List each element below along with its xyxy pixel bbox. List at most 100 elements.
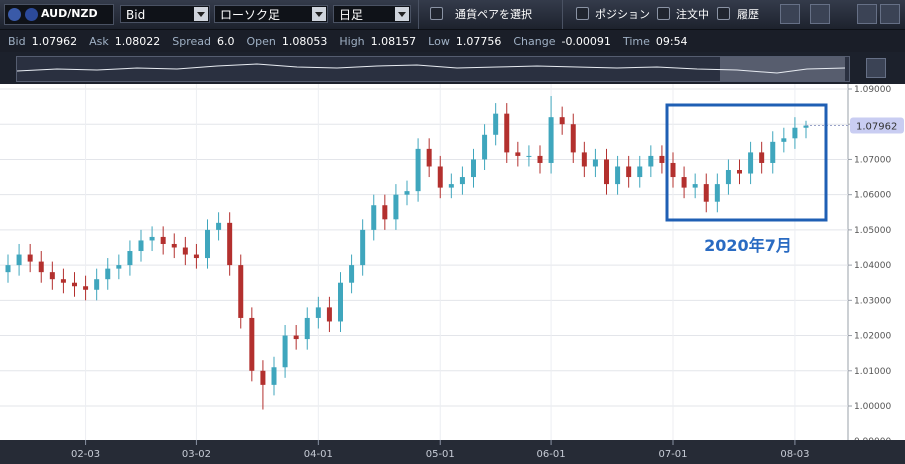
period-dropdown[interactable]: 日足 <box>333 5 411 23</box>
candle <box>581 141 587 178</box>
candle <box>338 272 343 333</box>
candle <box>626 155 632 188</box>
info-item: Open 1.08053 <box>246 35 327 48</box>
price-type: Bid <box>126 8 146 22</box>
candle-body <box>83 286 89 290</box>
candle-body <box>681 177 687 188</box>
candle <box>515 141 521 167</box>
separator <box>418 0 419 29</box>
info-value: 1.08022 <box>114 34 161 48</box>
candle <box>72 272 77 297</box>
candle-body <box>171 243 177 248</box>
candle <box>570 113 576 163</box>
candle <box>482 124 488 171</box>
symbol: AUD/NZD <box>41 7 98 20</box>
candle-body <box>205 229 210 259</box>
position-checkbox[interactable] <box>576 7 589 20</box>
navigator-path <box>17 63 846 74</box>
candle <box>759 141 765 174</box>
candle <box>27 243 33 273</box>
zoom-button[interactable] <box>866 58 886 78</box>
candle-body <box>770 141 776 163</box>
candle <box>371 194 377 241</box>
candle-body <box>615 166 621 185</box>
candle-body <box>94 279 100 290</box>
dropdown-arrow <box>395 7 409 21</box>
candle-body <box>781 138 787 142</box>
candle-body <box>338 282 343 322</box>
y-tick-label: 1.07000 <box>854 155 891 165</box>
y-tick-label: 1.04000 <box>854 261 891 271</box>
candle <box>171 233 177 259</box>
candle-body <box>371 205 377 230</box>
candle <box>271 356 277 396</box>
popout-button[interactable] <box>880 4 900 24</box>
candle <box>659 145 665 174</box>
history-checkbox[interactable] <box>717 7 730 20</box>
candle <box>415 138 421 202</box>
candle <box>193 243 199 269</box>
chart-type: ローソク足 <box>220 8 281 22</box>
candle <box>748 141 754 185</box>
candle <box>493 103 499 146</box>
candle-body <box>592 159 598 167</box>
icon-button[interactable] <box>780 4 800 24</box>
pair-select-label: 通貨ペアを選択 <box>455 8 532 21</box>
history-label: 履歴 <box>737 8 759 21</box>
navigator-line <box>17 57 846 81</box>
settings-button[interactable] <box>857 4 877 24</box>
navigator-window[interactable] <box>720 57 845 81</box>
info-value: 6.0 <box>216 34 235 48</box>
candle <box>5 254 11 283</box>
candle <box>182 236 188 266</box>
candle-body <box>5 265 11 273</box>
y-tick-label: 1.00000 <box>854 402 891 412</box>
info-item: Bid 1.07962 <box>8 35 77 48</box>
candle-body <box>504 113 510 153</box>
candle <box>648 145 654 178</box>
candle <box>670 152 676 188</box>
candle <box>16 243 22 276</box>
candle-body <box>160 236 166 244</box>
candle <box>803 120 809 139</box>
candle <box>737 159 742 185</box>
candle-body <box>670 162 676 178</box>
candle-body <box>393 194 399 220</box>
info-label: Open <box>246 34 276 48</box>
dropdown-arrow <box>194 7 208 21</box>
candle-body <box>227 222 233 266</box>
info-item: Spread 6.0 <box>172 35 234 48</box>
info-item: Ask 1.08022 <box>89 35 160 48</box>
candle <box>304 307 310 350</box>
info-label: Spread <box>172 34 211 48</box>
candle-body <box>448 184 454 188</box>
candle-body <box>581 152 587 167</box>
candle <box>604 148 609 195</box>
candle-body <box>493 113 499 135</box>
candle <box>260 360 266 410</box>
candle-body <box>27 254 33 262</box>
candle-body <box>293 335 299 340</box>
orders-checkbox[interactable] <box>657 7 670 20</box>
candle-body <box>515 152 521 156</box>
navigator <box>16 56 850 82</box>
icon-button[interactable] <box>810 4 830 24</box>
info-label: Bid <box>8 34 26 48</box>
info-value: 09:54 <box>655 34 688 48</box>
candle <box>526 145 532 167</box>
candle-body <box>360 229 366 266</box>
price-type-dropdown[interactable]: Bid <box>120 5 210 23</box>
candle-body <box>537 155 543 163</box>
symbol-selector[interactable]: AUD/NZD <box>4 4 114 25</box>
candle-body <box>38 261 44 273</box>
current-price-label: 1.07962 <box>856 122 897 133</box>
candle <box>227 212 233 276</box>
candle-body <box>737 170 742 174</box>
candle-body <box>648 155 654 167</box>
pair-select-checkbox[interactable] <box>430 7 443 20</box>
candle-body <box>792 127 798 139</box>
chart-type-dropdown[interactable]: ローソク足 <box>214 5 328 23</box>
candle <box>127 240 133 276</box>
candle <box>216 212 222 241</box>
candle <box>138 229 144 262</box>
